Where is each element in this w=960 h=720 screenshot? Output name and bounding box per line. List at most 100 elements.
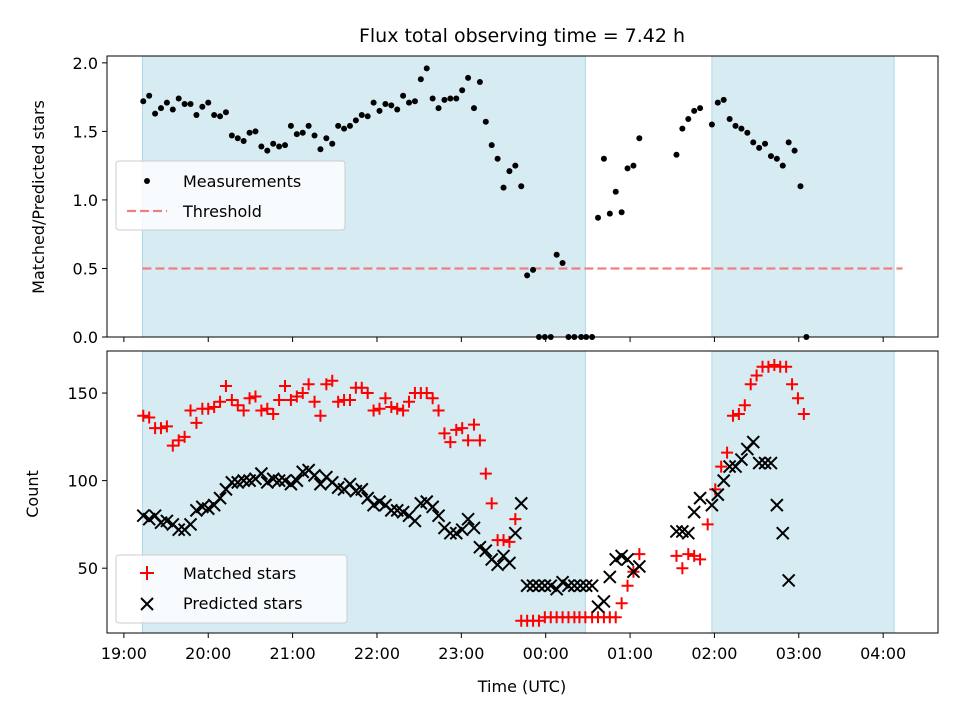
- measurement-point: [494, 155, 501, 162]
- matched-star-point: [367, 404, 380, 417]
- matched-star-point: [184, 404, 197, 417]
- matched-star-point: [355, 381, 368, 394]
- measurement-point: [175, 95, 182, 102]
- matched-star-point: [214, 395, 227, 408]
- predicted-star-point: [502, 556, 517, 570]
- measurement-point: [470, 105, 477, 112]
- predicted-star-point: [213, 491, 227, 505]
- predicted-star-point: [567, 579, 582, 593]
- predicted-star-point: [443, 526, 458, 540]
- matched-star-point: [738, 399, 751, 412]
- predicted-star-point: [711, 487, 725, 502]
- x-tick-label: 21:00: [270, 644, 316, 663]
- ratio-observing-window-2: [711, 55, 895, 338]
- predicted-star-point: [781, 573, 796, 588]
- predicted-stars-markers: [136, 435, 796, 614]
- matched-star-point: [273, 394, 286, 407]
- measurement-point: [708, 121, 715, 128]
- predicted-star-point: [776, 526, 790, 540]
- matched-star-point: [715, 460, 728, 473]
- measurement-point: [624, 165, 631, 172]
- predicted-star-point: [573, 579, 587, 593]
- measurement-point: [465, 74, 472, 81]
- matched-star-point: [701, 518, 714, 531]
- legend-predicted-marker: [140, 597, 154, 611]
- measurement-point: [530, 266, 537, 273]
- matched-star-point: [750, 369, 763, 382]
- measurement-point: [779, 162, 786, 169]
- measurement-point: [199, 103, 206, 110]
- measurement-point: [211, 111, 218, 118]
- measurement-point: [459, 87, 466, 94]
- measurement-point: [417, 76, 424, 83]
- measurement-point: [181, 100, 188, 107]
- matched-star-point: [373, 402, 386, 415]
- measurement-point: [382, 100, 389, 107]
- predicted-star-point: [490, 557, 505, 572]
- measurement-point: [423, 65, 430, 72]
- measurement-point: [500, 184, 507, 191]
- x-tick-label: 22:00: [354, 644, 400, 663]
- matched-star-point: [308, 395, 321, 408]
- measurement-point: [358, 111, 365, 118]
- count-y-tick-label: 100: [67, 472, 98, 491]
- matched-star-point: [160, 420, 173, 433]
- x-tick-label: 01:00: [607, 644, 653, 663]
- measurement-point: [488, 142, 495, 149]
- measurement-point: [595, 214, 602, 221]
- measurement-point: [317, 146, 324, 153]
- measurement-point: [773, 155, 780, 162]
- measurement-point: [400, 92, 407, 99]
- measurement-point: [282, 142, 289, 149]
- measurement-point: [636, 135, 643, 142]
- matched-star-point: [379, 392, 392, 405]
- matched-star-point: [279, 380, 292, 393]
- matched-star-point: [332, 395, 345, 408]
- predicted-star-point: [603, 570, 617, 584]
- matched-star-point: [780, 360, 793, 373]
- matched-star-point: [302, 378, 315, 391]
- legend-measurements-label: Measurements: [183, 172, 301, 191]
- measurement-point: [720, 96, 727, 103]
- matched-star-point: [438, 427, 451, 440]
- x-axis-label: Time (UTC): [477, 677, 566, 696]
- legend-matched-label: Matched stars: [183, 564, 296, 583]
- x-tick-label: 19:00: [101, 644, 147, 663]
- matched-star-point: [456, 422, 469, 435]
- predicted-star-point: [355, 482, 369, 497]
- matched-star-point: [154, 422, 167, 435]
- measurement-point: [512, 162, 519, 169]
- ratio-legend-box: [115, 160, 346, 231]
- measurement-point: [394, 106, 401, 113]
- predicted-star-point: [526, 579, 540, 593]
- ratio-measurement-points: [140, 65, 810, 340]
- x-tick-label: 20:00: [185, 644, 231, 663]
- predicted-star-point: [770, 498, 784, 512]
- predicted-star-point: [254, 466, 269, 481]
- measurement-point: [157, 105, 164, 112]
- matched-star-point: [219, 380, 232, 393]
- matched-star-point: [768, 359, 781, 372]
- matched-star-point: [694, 553, 707, 566]
- predicted-star-point: [632, 559, 647, 574]
- matched-star-point: [682, 548, 695, 561]
- predicted-star-point: [408, 514, 422, 528]
- chart-title: Flux total observing time = 7.42 h: [359, 25, 685, 47]
- measurement-point: [453, 95, 460, 102]
- matched-star-point: [267, 408, 280, 421]
- matched-star-point: [385, 401, 398, 414]
- measurement-point: [376, 107, 383, 114]
- measurement-point: [756, 144, 763, 151]
- measurement-point: [435, 105, 442, 112]
- measurement-point: [791, 147, 798, 154]
- predicted-star-point: [693, 491, 707, 505]
- matched-star-point: [721, 446, 734, 459]
- predicted-star-point: [290, 473, 304, 488]
- predicted-star-point: [669, 524, 684, 539]
- measurement-point: [679, 125, 686, 132]
- matched-star-point: [726, 409, 739, 422]
- predicted-star-point: [225, 475, 239, 490]
- predicted-star-point: [479, 543, 493, 558]
- predicted-star-point: [425, 500, 440, 514]
